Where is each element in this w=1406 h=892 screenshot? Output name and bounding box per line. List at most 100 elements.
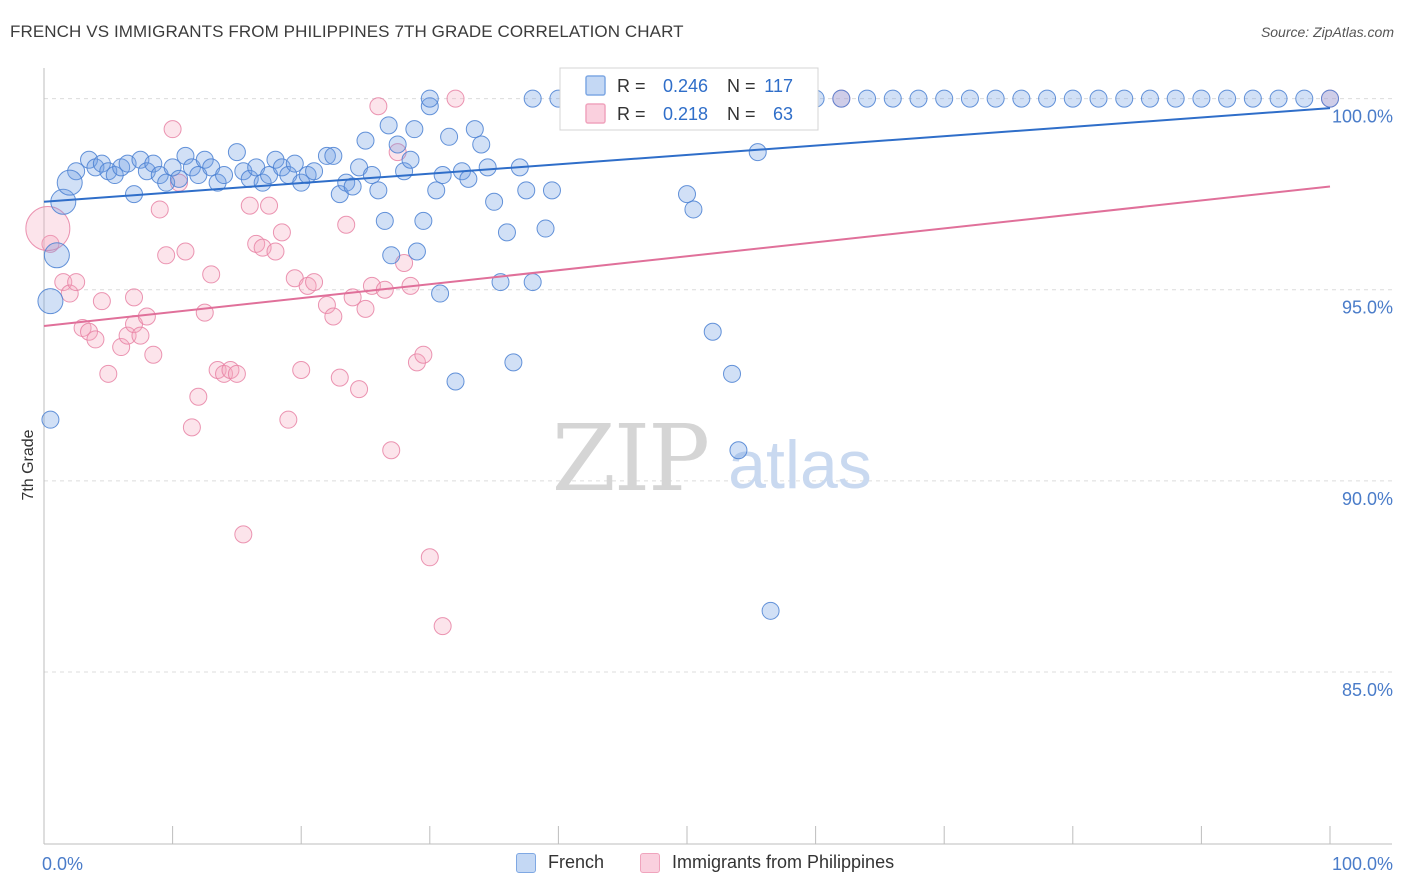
series-legend: French Immigrants from Philippines bbox=[0, 852, 1406, 878]
philippines-point bbox=[407, 353, 426, 372]
french-point bbox=[440, 127, 459, 146]
y-axis-label: 7th Grade bbox=[20, 429, 37, 500]
philippines-point bbox=[25, 206, 71, 252]
french-point bbox=[536, 219, 555, 238]
philippines-point bbox=[420, 548, 439, 567]
y-tick-label: 90.0% bbox=[1342, 489, 1393, 509]
french-point bbox=[170, 169, 189, 188]
french-point bbox=[678, 185, 696, 204]
french-point bbox=[986, 89, 1005, 108]
philippines-point bbox=[86, 330, 105, 349]
philippines-point bbox=[150, 200, 169, 219]
french-point bbox=[405, 120, 424, 139]
stats-r-value: 0.218 bbox=[663, 104, 708, 124]
philippines-point bbox=[330, 368, 349, 387]
french-point bbox=[703, 322, 722, 341]
french-point bbox=[517, 181, 536, 200]
stats-n-label: N = bbox=[727, 76, 756, 96]
philippines-point bbox=[446, 89, 465, 108]
philippines-point bbox=[234, 525, 253, 544]
french-point bbox=[1218, 89, 1237, 108]
french-point bbox=[960, 89, 979, 108]
philippines-point bbox=[292, 360, 311, 379]
french-point bbox=[446, 372, 465, 391]
philippines-point bbox=[382, 441, 401, 460]
philippines-point bbox=[433, 617, 452, 636]
stats-swatch bbox=[585, 103, 606, 124]
french-trendline bbox=[43, 107, 1331, 203]
french-point bbox=[324, 146, 343, 165]
legend-label-french: French bbox=[548, 852, 605, 872]
philippines-point bbox=[260, 196, 279, 215]
french-point bbox=[1063, 89, 1082, 108]
french-point bbox=[832, 89, 851, 108]
philippines-point bbox=[414, 345, 433, 364]
french-point bbox=[317, 146, 336, 165]
stats-n-label: N = bbox=[727, 104, 756, 124]
y-tick-label: 85.0% bbox=[1342, 680, 1393, 700]
french-point bbox=[388, 135, 407, 154]
french-point bbox=[92, 154, 111, 173]
french-point bbox=[497, 223, 516, 242]
french-point bbox=[523, 89, 542, 108]
french-point bbox=[431, 284, 450, 303]
french-point bbox=[542, 181, 561, 200]
philippines-point bbox=[80, 322, 99, 341]
philippines-point bbox=[189, 387, 208, 406]
philippines-point bbox=[279, 410, 298, 429]
french-point bbox=[414, 211, 433, 230]
french-point bbox=[227, 143, 246, 162]
french-point bbox=[420, 97, 439, 116]
french-point bbox=[433, 166, 452, 185]
french-point bbox=[144, 154, 163, 173]
stats-n-value: 117 bbox=[764, 76, 793, 96]
french-point bbox=[935, 89, 954, 108]
philippines-point bbox=[324, 307, 343, 326]
french-point bbox=[1140, 89, 1159, 108]
french-point bbox=[1243, 89, 1262, 108]
philippines-point bbox=[163, 120, 182, 139]
french-point bbox=[1192, 89, 1211, 108]
french-point bbox=[748, 143, 767, 162]
philippines-point bbox=[125, 288, 144, 307]
legend-item-french: French bbox=[516, 852, 604, 873]
watermark-atlas: atlas bbox=[728, 427, 872, 503]
french-point bbox=[1115, 89, 1134, 108]
french-point bbox=[723, 364, 742, 383]
philippines-point bbox=[118, 326, 137, 345]
philippines-point bbox=[337, 215, 356, 234]
philippines-point bbox=[60, 284, 79, 303]
y-tick-label: 95.0% bbox=[1342, 298, 1393, 318]
stats-n-value: 63 bbox=[773, 104, 793, 124]
french-point bbox=[459, 169, 478, 188]
french-point bbox=[1089, 89, 1108, 108]
stats-r-value: 0.246 bbox=[663, 76, 708, 96]
french-point bbox=[56, 169, 83, 196]
french-point bbox=[684, 200, 703, 219]
french-point bbox=[909, 89, 928, 108]
source-credit: Source: ZipAtlas.com bbox=[1260, 24, 1394, 40]
french-swatch bbox=[516, 852, 536, 873]
french-point bbox=[858, 89, 877, 108]
french-point bbox=[382, 246, 401, 265]
philippines-point bbox=[317, 296, 336, 315]
french-point bbox=[523, 273, 542, 292]
philippines-point bbox=[202, 265, 221, 284]
watermark: ZIP atlas bbox=[552, 405, 872, 512]
french-point bbox=[305, 162, 324, 181]
french-point bbox=[1321, 89, 1339, 108]
french-point bbox=[485, 192, 504, 211]
axes: 100.0% 95.0% 90.0% 85.0% 0.0% 100.0% bbox=[42, 68, 1393, 874]
stats-r-label: R = bbox=[617, 104, 646, 124]
philippines-point bbox=[182, 418, 201, 437]
french-point bbox=[208, 173, 227, 192]
philippines-point bbox=[195, 303, 214, 322]
philippines-point bbox=[131, 326, 150, 345]
french-point bbox=[761, 601, 780, 620]
philippines-point bbox=[305, 273, 324, 292]
french-point bbox=[41, 410, 60, 429]
french-point bbox=[883, 89, 902, 108]
philippines-point bbox=[157, 246, 176, 265]
french-point bbox=[215, 166, 234, 185]
french-point bbox=[379, 116, 398, 135]
